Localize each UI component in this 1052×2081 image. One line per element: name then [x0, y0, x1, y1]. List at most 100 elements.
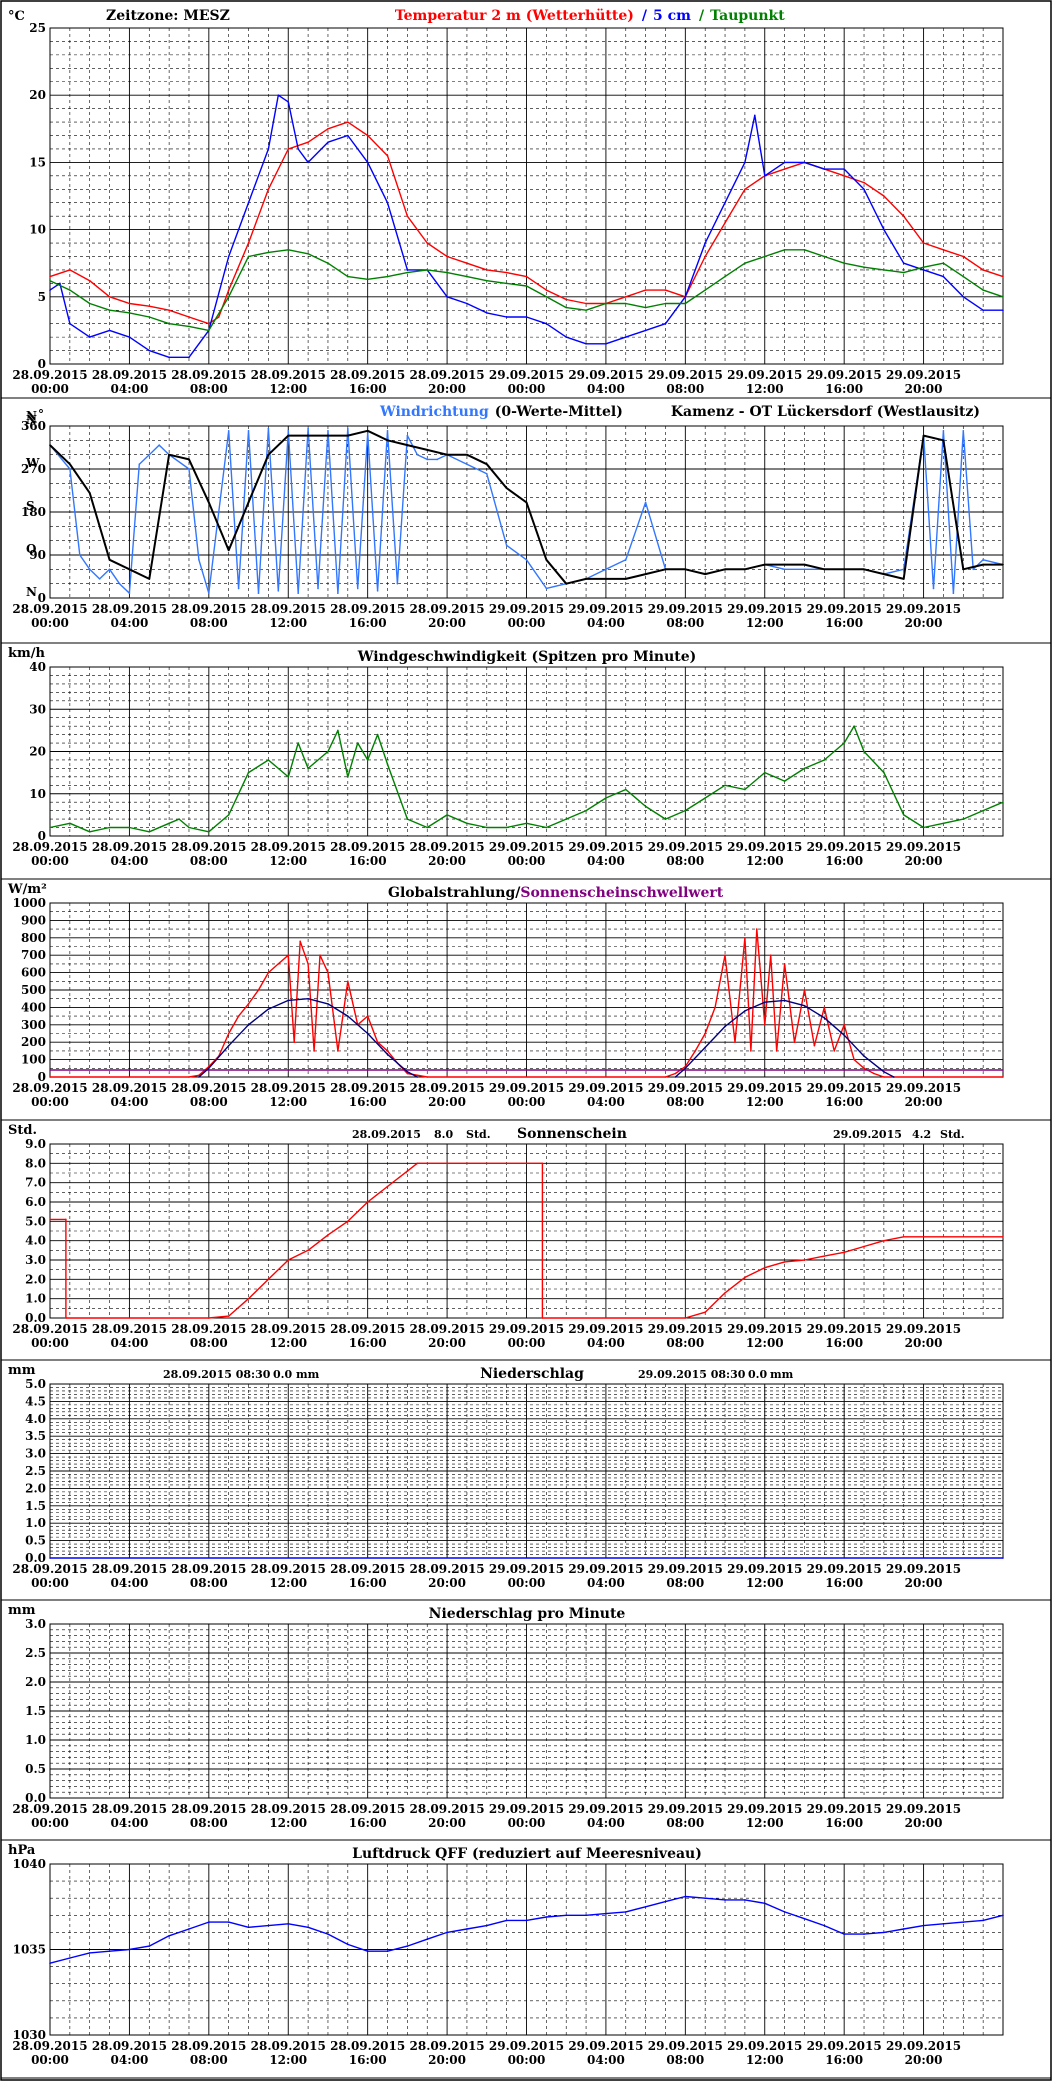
x-tick-time: 00:00	[508, 382, 546, 396]
x-tick-date: 28.09.2015	[330, 1081, 405, 1095]
x-tick-time: 20:00	[905, 382, 943, 396]
data-point	[823, 1006, 826, 1009]
data-point	[485, 826, 488, 829]
x-tick-date: 29.09.2015	[489, 1322, 564, 1336]
data-point	[287, 776, 290, 778]
data-point	[327, 1933, 329, 1935]
data-point	[287, 429, 290, 432]
title-part: Taupunkt	[710, 8, 785, 24]
data-point	[297, 592, 299, 595]
data-point	[327, 971, 329, 974]
data-point	[307, 767, 309, 770]
data-point	[406, 269, 409, 271]
data-point	[704, 289, 706, 291]
x-tick-time: 20:00	[905, 1816, 943, 1830]
data-point	[337, 729, 339, 732]
x-tick-date: 28.09.2015	[410, 2039, 485, 2053]
x-tick-date: 28.09.2015	[92, 1562, 167, 1576]
data-point	[823, 759, 826, 761]
x-tick-date: 29.09.2015	[648, 368, 723, 382]
data-point	[863, 1933, 865, 1935]
data-point	[763, 771, 766, 774]
y-tick-label: 20	[29, 88, 46, 102]
data-point	[769, 954, 772, 956]
data-point	[277, 963, 280, 965]
y-tick-label: 1040	[13, 1857, 46, 1871]
x-tick-time: 04:00	[111, 1095, 149, 1109]
data-point	[138, 463, 141, 466]
data-point	[565, 818, 568, 820]
x-tick-date: 29.09.2015	[568, 1562, 643, 1576]
x-tick-date: 29.09.2015	[648, 1081, 723, 1095]
data-point	[803, 563, 806, 566]
summary-date: 29.09.2015 08:30	[638, 1368, 746, 1381]
x-tick-date: 29.09.2015	[886, 368, 961, 382]
data-point	[962, 255, 965, 258]
data-point	[168, 322, 170, 325]
data-point	[436, 458, 438, 461]
data-point	[783, 1261, 786, 1263]
data-point	[237, 792, 240, 795]
x-tick-time: 12:00	[269, 382, 307, 396]
x-tick-date: 29.09.2015	[568, 840, 643, 854]
data-point	[247, 1926, 250, 1929]
data-point	[188, 316, 190, 318]
data-point	[505, 544, 508, 547]
data-point	[624, 578, 627, 580]
data-point	[227, 255, 230, 258]
data-point	[684, 809, 687, 812]
data-point	[823, 1017, 826, 1019]
data-point	[366, 1015, 369, 1017]
x-tick-date: 29.09.2015	[489, 1562, 564, 1576]
x-tick-date: 29.09.2015	[807, 1802, 882, 1816]
data-point	[724, 222, 726, 224]
data-point	[227, 289, 230, 291]
data-point	[823, 1924, 826, 1927]
data-point	[853, 1058, 855, 1061]
data-point	[237, 1015, 240, 1017]
data-point	[416, 1076, 419, 1078]
x-tick-date: 28.09.2015	[330, 368, 405, 382]
y-tick-label: 25	[29, 21, 46, 35]
data-point	[347, 427, 349, 430]
data-point	[664, 1076, 667, 1078]
data-point	[108, 558, 111, 561]
x-tick-time: 08:00	[666, 382, 704, 396]
data-point	[823, 168, 826, 170]
data-point	[386, 1950, 389, 1953]
data-point	[744, 161, 746, 164]
x-tick-date: 28.09.2015	[92, 368, 167, 382]
data-point	[98, 578, 101, 580]
y-tick-label: 1.5	[25, 1704, 46, 1718]
data-point	[1002, 1557, 1004, 1559]
data-point	[902, 1928, 905, 1930]
x-tick-date: 28.09.2015	[12, 1081, 87, 1095]
x-tick-date: 29.09.2015	[727, 1562, 802, 1576]
x-tick-time: 08:00	[666, 854, 704, 868]
x-tick-date: 28.09.2015	[410, 602, 485, 616]
compass-label: N	[26, 413, 37, 427]
x-tick-time: 08:00	[666, 1336, 704, 1350]
data-point	[545, 826, 548, 829]
x-tick-date: 29.09.2015	[489, 602, 564, 616]
x-tick-date: 29.09.2015	[568, 368, 643, 382]
data-point	[257, 592, 260, 595]
data-point	[376, 733, 379, 736]
data-point	[188, 1076, 190, 1078]
chart-title: Luftdruck QFF (reduziert auf Meeresnivea…	[352, 1846, 702, 1862]
data-point	[247, 1003, 250, 1005]
y-tick-label: 0.0	[25, 1551, 46, 1565]
y-tick-label: 1.5	[25, 1499, 46, 1513]
data-point	[883, 771, 885, 774]
data-point	[714, 1006, 716, 1009]
data-point	[327, 262, 329, 265]
data-point	[873, 1072, 875, 1075]
data-point	[313, 1050, 315, 1052]
x-tick-date: 29.09.2015	[886, 1802, 961, 1816]
data-point	[168, 453, 170, 456]
data-point	[853, 725, 855, 727]
x-tick-time: 04:00	[587, 854, 625, 868]
x-tick-time: 00:00	[508, 1816, 546, 1830]
data-point	[327, 141, 329, 144]
